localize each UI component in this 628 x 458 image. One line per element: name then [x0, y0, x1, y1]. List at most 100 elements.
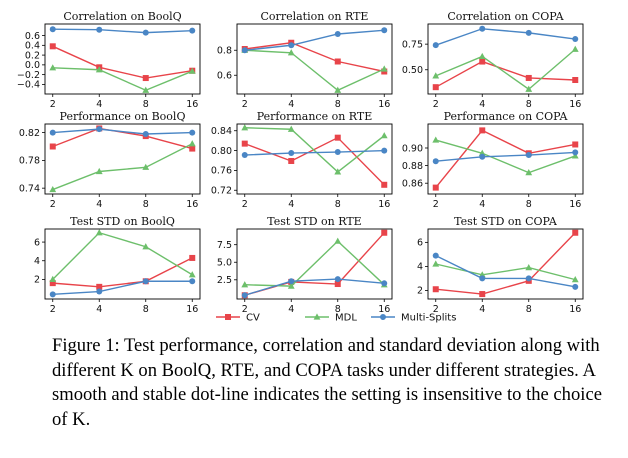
x-tick-label: 2: [50, 99, 56, 110]
multi-splits-marker: [189, 278, 196, 285]
subplot-title: Performance on RTE: [257, 110, 373, 123]
multi-splits-marker: [334, 149, 341, 156]
y-tick-label: 0.2: [25, 50, 40, 61]
mdl-marker: [571, 152, 579, 159]
mdl-marker: [478, 52, 486, 60]
mdl-marker: [334, 86, 342, 93]
x-tick-label: 16: [569, 304, 581, 315]
multi-splits-marker: [432, 252, 439, 259]
x-tick-label: 16: [186, 199, 198, 210]
multi-splits-line: [52, 128, 193, 135]
mdl-marker: [571, 276, 579, 283]
mdl-marker: [95, 229, 103, 236]
subplot-title: Performance on COPA: [444, 110, 569, 123]
x-tick-label: 4: [288, 99, 294, 110]
cv-marker: [225, 314, 231, 320]
y-tick-label: 4: [417, 262, 423, 273]
x-tick-label: 2: [433, 304, 439, 315]
y-tick-label: 0.72: [211, 186, 232, 197]
cv-marker: [479, 291, 486, 298]
cv-marker: [96, 283, 103, 290]
multi-splits-marker: [479, 25, 486, 32]
cv-line: [244, 136, 385, 186]
y-tick-label: 2: [34, 275, 40, 286]
x-tick-label: 16: [186, 99, 198, 110]
x-tick-label: 8: [335, 99, 341, 110]
y-tick-label: 0.4: [25, 41, 40, 52]
mdl-marker: [571, 45, 579, 52]
mdl-marker: [241, 281, 249, 288]
multi-splits-marker: [381, 27, 388, 34]
multi-splits-marker: [525, 29, 532, 36]
cv-marker: [189, 254, 196, 261]
plot-frame: [427, 123, 584, 195]
mdl-marker: [49, 185, 57, 193]
y-tick-label: 2.5: [217, 275, 232, 286]
x-tick-label: 4: [479, 99, 485, 110]
cv-line: [52, 257, 193, 288]
x-tick-label: 4: [288, 199, 294, 210]
mdl-marker: [525, 169, 533, 176]
legend: CV MDL Multi-Splits: [216, 313, 456, 324]
x-tick-label: 2: [433, 199, 439, 210]
multi-splits-marker: [241, 47, 248, 54]
mdl-marker: [49, 275, 57, 282]
subplot-8: Test STD on RTE 7.5 5.0 2.5 2 4 8 16: [217, 215, 393, 315]
subplot-title: Test STD on COPA: [454, 215, 558, 228]
x-tick-label: 2: [242, 99, 248, 110]
multi-splits-marker: [142, 29, 149, 36]
plot-frame: [427, 23, 584, 95]
cv-marker: [479, 58, 486, 65]
mdl-marker: [49, 64, 57, 71]
y-tick-label: 7.5: [217, 240, 232, 251]
multi-splits-marker: [572, 283, 579, 290]
cv-marker: [525, 74, 532, 81]
multi-splits-marker: [96, 126, 103, 133]
multi-splits-marker: [241, 152, 248, 159]
legend-label: CV: [246, 313, 260, 324]
figure: Correlation on BoolQ0.60.40.20.0−0.2−0.4…: [17, 10, 584, 324]
y-tick-label: 0.8: [217, 46, 232, 57]
y-tick-label: 0.6: [217, 71, 232, 82]
x-tick-label: 16: [569, 99, 581, 110]
x-tick-label: 2: [242, 304, 248, 315]
y-tick-label: 4: [34, 256, 40, 267]
cv-line: [52, 45, 193, 79]
multi-splits-marker: [241, 292, 248, 299]
multi-splits-marker: [572, 149, 579, 156]
cv-marker: [381, 229, 388, 236]
subplot-7: Test STD on BoolQ 6 4 2 2 4 8 16: [34, 215, 201, 315]
cv-marker: [288, 157, 295, 164]
multi-splits-marker: [189, 129, 196, 136]
legend-label: Multi-Splits: [401, 313, 456, 324]
mdl-marker: [287, 49, 295, 56]
y-tick-label: 0.6: [25, 31, 40, 42]
subplot-9: Test STD on COPA 6 4 22 4 8 16: [417, 215, 584, 315]
cv-marker: [334, 281, 341, 288]
x-tick-label: 16: [378, 99, 390, 110]
cv-marker: [142, 75, 149, 82]
mdl-line: [244, 49, 385, 92]
multi-splits-marker: [479, 153, 486, 160]
cv-marker: [432, 184, 439, 191]
cv-marker: [432, 84, 439, 91]
y-tick-label: 0.88: [402, 161, 423, 172]
cv-marker: [572, 141, 579, 148]
mdl-marker: [313, 313, 321, 320]
multi-splits-marker: [288, 42, 295, 49]
cv-marker: [572, 229, 579, 236]
cv-line: [435, 60, 576, 88]
subplot-title: Correlation on RTE: [261, 10, 369, 23]
multi-splits-marker: [525, 152, 532, 159]
multi-splits-line: [52, 280, 193, 296]
x-tick-label: 8: [526, 304, 532, 315]
x-tick-label: 16: [378, 199, 390, 210]
cv-marker: [432, 286, 439, 293]
multi-splits-marker: [49, 129, 56, 136]
mdl-line: [244, 127, 385, 173]
subplot-3: Correlation on COPA 0.75 0.50 2 4 8 16: [402, 10, 584, 110]
mdl-line: [244, 240, 385, 287]
cv-marker: [572, 77, 579, 84]
mdl-line: [435, 139, 576, 174]
multi-splits-marker: [432, 42, 439, 49]
